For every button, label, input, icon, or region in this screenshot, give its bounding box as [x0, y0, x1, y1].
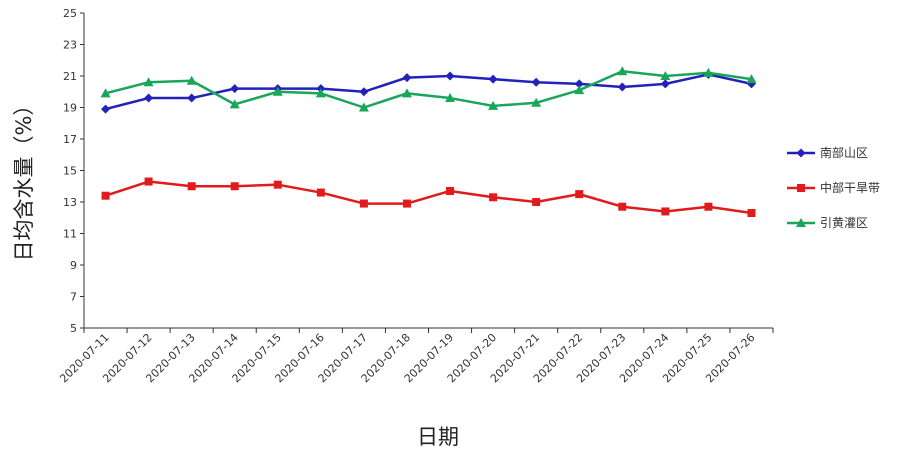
- legend-label: 中部干旱带: [820, 180, 880, 195]
- data-point: [187, 182, 196, 191]
- y-tick-label: 5: [70, 322, 77, 335]
- series-0: [101, 69, 756, 114]
- data-point: [144, 177, 153, 186]
- data-point: [401, 88, 412, 98]
- series-line: [105, 70, 752, 109]
- data-point: [272, 86, 283, 96]
- series-1: [101, 177, 756, 218]
- data-point: [187, 93, 197, 103]
- data-point: [316, 188, 325, 197]
- data-point: [703, 67, 714, 77]
- data-point: [230, 182, 239, 191]
- data-point: [746, 74, 757, 84]
- y-axis-title: 日均含水量（%）: [12, 95, 36, 262]
- data-point: [359, 199, 368, 208]
- data-point: [661, 207, 670, 216]
- data-point: [402, 199, 411, 208]
- data-point: [704, 202, 713, 211]
- data-point: [273, 180, 282, 189]
- data-point: [574, 79, 584, 89]
- data-point: [488, 100, 499, 110]
- data-point: [488, 74, 498, 84]
- data-point: [531, 97, 542, 107]
- data-point: [229, 99, 240, 109]
- y-tick-label: 17: [63, 133, 77, 146]
- y-tick-label: 21: [63, 70, 77, 83]
- legend-marker: [797, 184, 805, 192]
- data-point: [445, 71, 455, 81]
- data-point: [315, 88, 326, 98]
- y-tick-label: 19: [63, 102, 77, 115]
- legend-item-1: 中部干旱带: [787, 180, 880, 195]
- data-point: [358, 102, 369, 112]
- data-point: [660, 79, 670, 89]
- legend-item-0: 南部山区: [787, 145, 868, 160]
- y-tick-label: 11: [63, 228, 77, 241]
- y-tick-label: 7: [70, 291, 77, 304]
- series-line: [105, 73, 752, 111]
- data-point: [618, 202, 627, 211]
- data-point: [531, 77, 541, 87]
- data-point: [402, 73, 412, 83]
- data-point: [575, 190, 584, 199]
- data-point: [574, 85, 585, 95]
- legend-marker: [796, 218, 806, 227]
- data-point: [359, 87, 369, 97]
- legend-marker: [796, 148, 806, 158]
- series-layer: [100, 66, 757, 218]
- data-point: [747, 209, 756, 218]
- y-tick-label: 9: [70, 259, 77, 272]
- data-point: [230, 84, 240, 94]
- data-point: [143, 77, 154, 87]
- series-2: [100, 66, 757, 112]
- data-point: [446, 186, 455, 195]
- legend-item-2: 引黄灌区: [787, 216, 868, 230]
- data-point: [101, 104, 111, 114]
- y-tick-label: 23: [63, 39, 77, 52]
- data-point: [660, 71, 671, 80]
- data-point: [489, 193, 498, 202]
- legend-label: 引黄灌区: [820, 216, 868, 230]
- axes: 57911131517192123252020-07-112020-07-122…: [57, 7, 774, 385]
- data-point: [144, 93, 154, 103]
- data-point: [617, 82, 627, 92]
- data-point: [186, 75, 197, 85]
- legend-label: 南部山区: [820, 145, 868, 160]
- data-point: [445, 93, 456, 103]
- x-axis-title: 日期: [417, 425, 459, 449]
- series-line: [105, 180, 752, 215]
- data-point: [617, 66, 628, 76]
- data-point: [532, 198, 541, 206]
- y-tick-label: 25: [63, 7, 77, 20]
- data-point: [100, 88, 111, 98]
- data-point: [101, 191, 110, 200]
- y-tick-label: 13: [63, 196, 77, 209]
- y-tick-label: 15: [63, 165, 77, 178]
